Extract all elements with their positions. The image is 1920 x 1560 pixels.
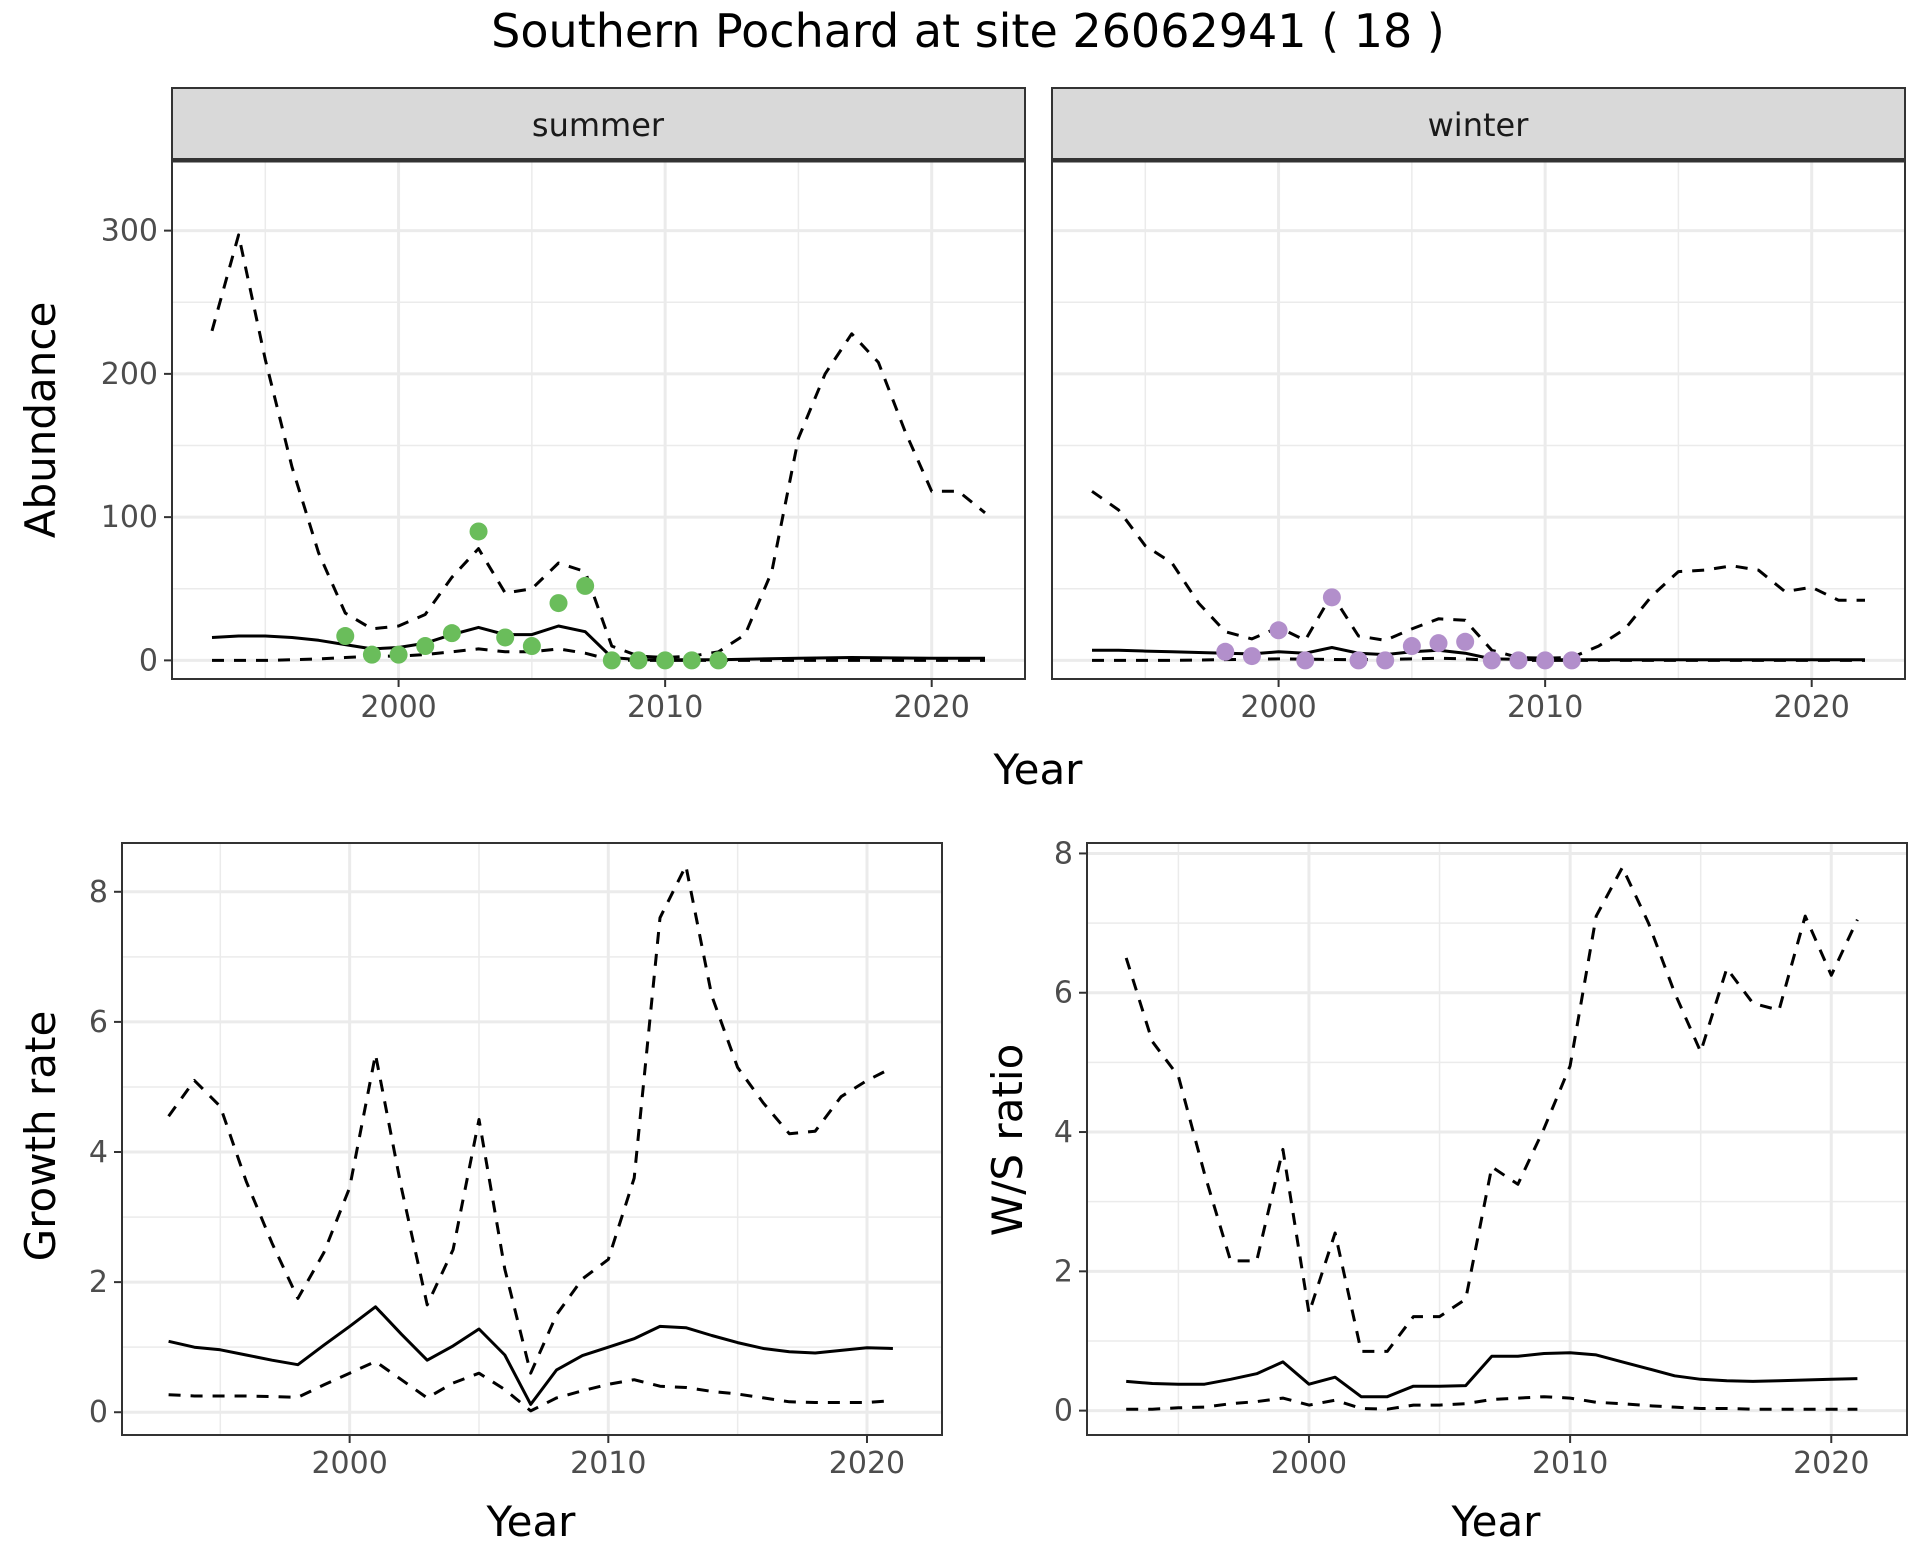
abundance-y-tick-label: 300 [101, 214, 158, 249]
ws-y-axis-title: W/S ratio [983, 1044, 1032, 1237]
summer-points [336, 522, 728, 670]
abundance-plot: summer winter 2000 2010 2020 2000 2010 2020 0 1… [16, 87, 1906, 794]
ws-series [1124, 865, 1859, 1411]
growth-panel-border [121, 842, 943, 1436]
growth-y-tick-label: 8 [89, 875, 108, 910]
growth-y-tick-label: 4 [89, 1135, 108, 1170]
winter-data-point [1402, 637, 1421, 656]
ws-y-tick-label: 2 [1054, 1254, 1073, 1289]
ws-solid-line-0 [1126, 1351, 1858, 1399]
abundance-y-axis-title: Abundance [16, 302, 65, 539]
winter-data-point [1242, 647, 1261, 666]
growth-dashed-line-2 [168, 1360, 894, 1413]
winter-panel-background [1052, 159, 1905, 679]
summer-data-point [416, 637, 435, 656]
summer-x-tick-label: 2020 [894, 690, 970, 725]
summer-x-tick-label: 2010 [627, 690, 703, 725]
ws-x-tick-label: 2000 [1271, 1446, 1347, 1481]
summer-data-point [549, 594, 568, 613]
growth-y-tick-label: 0 [89, 1395, 108, 1430]
growth-series [167, 864, 894, 1413]
summer-data-point [362, 645, 381, 664]
growth-x-tick-label: 2020 [829, 1446, 905, 1481]
facet-winter: winter [1051, 87, 1906, 680]
growth-x-tick-label: 2000 [311, 1446, 387, 1481]
winter-data-point [1376, 651, 1395, 670]
ws-y-tick-label: 4 [1054, 1115, 1073, 1150]
summer-data-point [389, 645, 408, 664]
ws-x-axis-title: Year [1451, 1497, 1542, 1546]
summer-strip-label: summer [532, 106, 665, 144]
winter-data-point [1456, 632, 1475, 651]
winter-dashed-line-1 [1091, 490, 1865, 660]
winter-data-point [1349, 651, 1368, 670]
summer-panel-background [172, 159, 1025, 679]
ws-x-tick-label: 2020 [1793, 1446, 1869, 1481]
winter-x-tick-label: 2010 [1507, 690, 1583, 725]
growth-panel-background [122, 843, 942, 1435]
winter-data-point [1429, 634, 1448, 653]
summer-data-point [656, 651, 675, 670]
growth-x-axis-title: Year [486, 1497, 577, 1546]
winter-points [1216, 588, 1581, 670]
abundance-x-axis-title: Year [993, 745, 1084, 794]
winter-data-point [1562, 651, 1581, 670]
winter-grid [1052, 159, 1905, 679]
ws-panel-background [1087, 843, 1907, 1435]
summer-data-point [602, 651, 621, 670]
ws-grid [1087, 843, 1907, 1435]
growth-rate-plot: 2000 2010 2020 0 2 4 6 8 Year Growth rate [16, 842, 943, 1546]
summer-data-point [442, 624, 461, 643]
ws-y-tick-label: 6 [1054, 976, 1073, 1011]
abundance-y-tick-label: 100 [101, 500, 158, 535]
ws-y-tick-label: 8 [1054, 836, 1073, 871]
winter-data-point [1536, 651, 1555, 670]
growth-y-axis-title: Growth rate [16, 1011, 65, 1262]
winter-strip [1051, 87, 1906, 160]
summer-data-point [629, 651, 648, 670]
abundance-y-tick-label: 0 [139, 643, 158, 678]
growth-x-tick-label: 2010 [570, 1446, 646, 1481]
winter-data-point [1296, 651, 1315, 670]
growth-solid-line-0 [168, 1305, 893, 1406]
summer-x-tick-label: 2000 [360, 690, 436, 725]
figure-title: Southern Pochard at site 26062941 ( 18 ) [491, 4, 1445, 58]
summer-data-point [682, 651, 701, 670]
ws-ratio-plot: 2000 2010 2020 0 2 4 6 8 Year W/S ratio [983, 836, 1908, 1546]
winter-x-tick-label: 2020 [1774, 690, 1850, 725]
winter-strip-label: winter [1428, 106, 1530, 144]
summer-data-point [469, 522, 488, 541]
abundance-y-tick-label: 200 [101, 357, 158, 392]
growth-dashed-line-1 [167, 864, 894, 1375]
summer-data-point [336, 627, 355, 646]
summer-data-point [496, 628, 515, 647]
summer-strip [171, 87, 1026, 160]
ws-y-tick-label: 0 [1054, 1394, 1073, 1429]
summer-grid [172, 159, 1025, 679]
ws-x-tick-label: 2010 [1532, 1446, 1608, 1481]
winter-data-point [1216, 642, 1235, 661]
growth-y-tick-label: 2 [89, 1265, 108, 1300]
winter-data-point [1509, 651, 1528, 670]
ws-panel-border [1086, 842, 1908, 1436]
winter-data-point [1322, 588, 1341, 607]
growth-grid [122, 843, 942, 1435]
summer-data-point [709, 651, 728, 670]
growth-y-tick-label: 6 [89, 1005, 108, 1040]
winter-x-tick-label: 2000 [1240, 690, 1316, 725]
summer-data-point [576, 576, 595, 595]
ws-axes: 2000 2010 2020 0 2 4 6 8 [1054, 836, 1870, 1481]
winter-data-point [1269, 621, 1288, 640]
growth-axes: 2000 2010 2020 0 2 4 6 8 [89, 875, 905, 1481]
summer-data-point [522, 637, 541, 656]
ws-dashed-line-1 [1124, 865, 1859, 1353]
abundance-axes: 2000 2010 2020 2000 2010 2020 0 100 200 300 [101, 214, 1850, 725]
winter-data-point [1482, 651, 1501, 670]
facet-summer: summer [171, 87, 1026, 680]
